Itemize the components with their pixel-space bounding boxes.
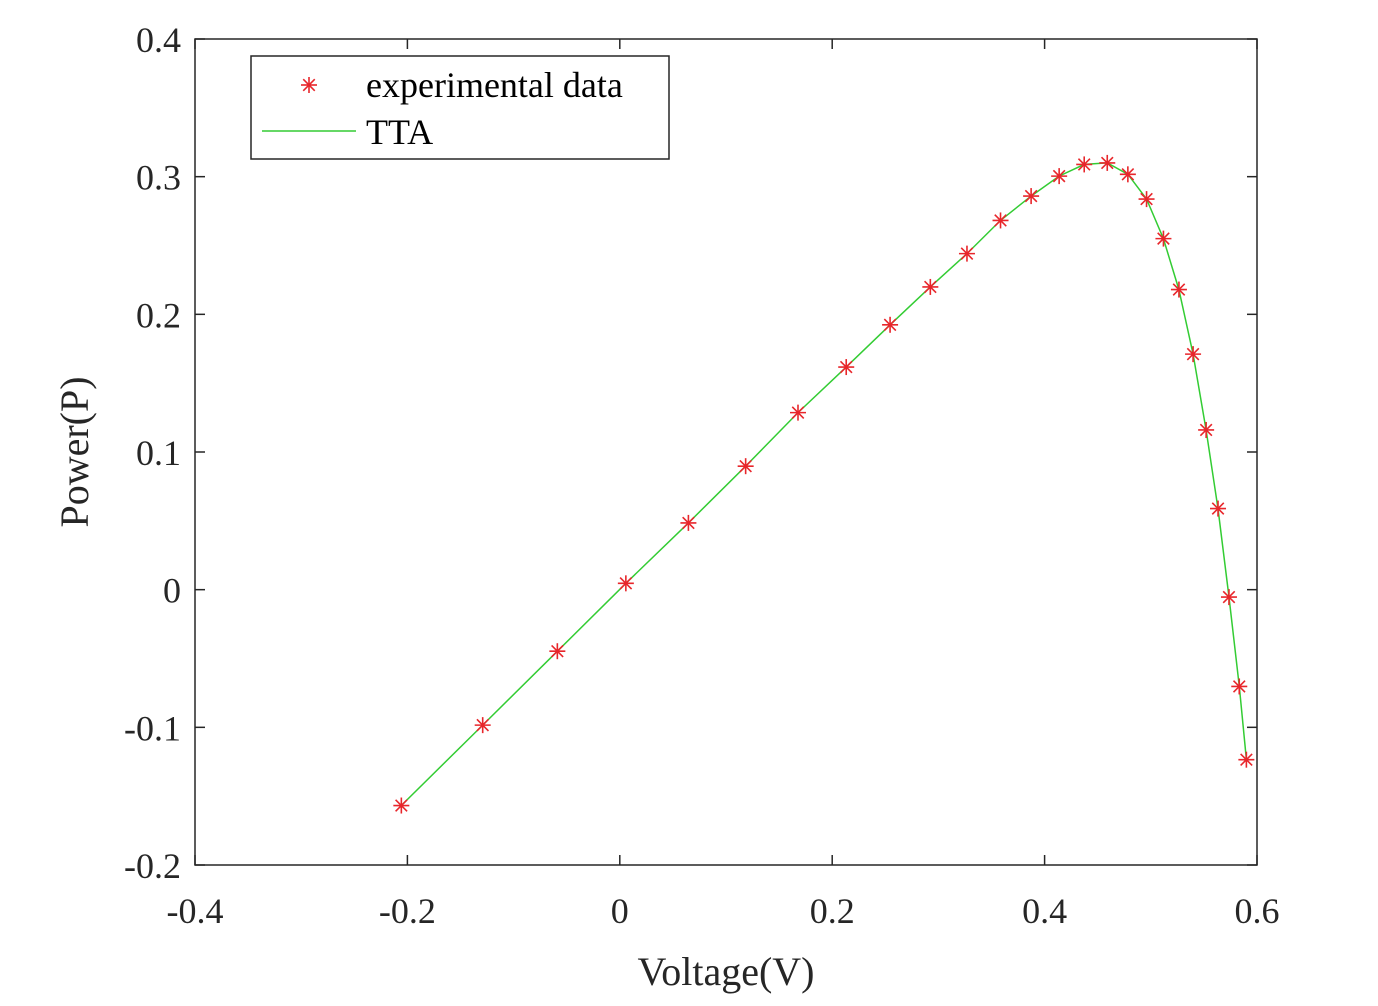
data-point (1185, 346, 1202, 363)
data-point (1138, 191, 1155, 208)
data-point (922, 278, 939, 295)
tta-line (400, 162, 1248, 807)
legend: experimental data TTA (250, 55, 670, 160)
data-point (1051, 168, 1068, 185)
y-tick-label: 0 (163, 571, 181, 611)
data-point (1231, 678, 1248, 695)
y-tick-label: 0.2 (136, 295, 181, 335)
axes-box (194, 38, 1258, 866)
tta-series (400, 162, 1248, 807)
data-point (838, 359, 855, 376)
data-point (393, 797, 410, 814)
data-point (737, 458, 754, 475)
data-point (1210, 500, 1227, 517)
legend-tta-label: TTA (366, 112, 433, 152)
y-tick-label: 0.3 (136, 158, 181, 198)
data-point (882, 316, 899, 333)
data-point (617, 575, 634, 592)
plot-area: -0.4 -0.2 0 0.2 0.4 0.6 -0.2 -0.1 0 0.1 0.2 0.3 0.4 (124, 20, 1280, 931)
data-point (680, 514, 697, 531)
x-axis-label: Voltage(V) (638, 949, 815, 994)
y-axis-label: Power(P) (52, 376, 97, 527)
x-tick-label: -0.4 (167, 891, 224, 931)
data-point (790, 404, 807, 421)
x-tick-label: -0.2 (379, 891, 436, 931)
data-point (1119, 166, 1136, 183)
legend-box (250, 55, 670, 160)
y-axis-ticks: -0.2 -0.1 0 0.1 0.2 0.3 0.4 (124, 20, 1257, 886)
data-point (474, 717, 491, 734)
y-tick-label: 0.4 (136, 20, 181, 60)
data-point (1023, 188, 1040, 205)
data-point (1170, 281, 1187, 298)
y-tick-label: 0.1 (136, 433, 181, 473)
y-tick-label: -0.1 (124, 708, 181, 748)
experimental-data-series (393, 154, 1255, 814)
x-tick-label: 0.4 (1022, 891, 1067, 931)
x-tick-label: 0.2 (810, 891, 855, 931)
data-point (958, 245, 975, 262)
data-point (549, 643, 566, 660)
x-tick-label: 0.6 (1235, 891, 1280, 931)
data-point (1220, 589, 1237, 606)
data-point (1076, 156, 1093, 173)
data-point (992, 212, 1009, 229)
x-tick-label: 0 (611, 891, 629, 931)
legend-asterisk (301, 77, 317, 93)
y-tick-label: -0.2 (124, 846, 181, 886)
legend-experimental-data-label: experimental data (366, 65, 623, 105)
data-point (1099, 154, 1116, 171)
data-point (1198, 421, 1215, 438)
data-point (1155, 230, 1172, 247)
x-axis-ticks: -0.4 -0.2 0 0.2 0.4 0.6 (167, 39, 1280, 931)
data-point (1238, 751, 1255, 768)
legend-experimental-data-marker (301, 77, 317, 93)
